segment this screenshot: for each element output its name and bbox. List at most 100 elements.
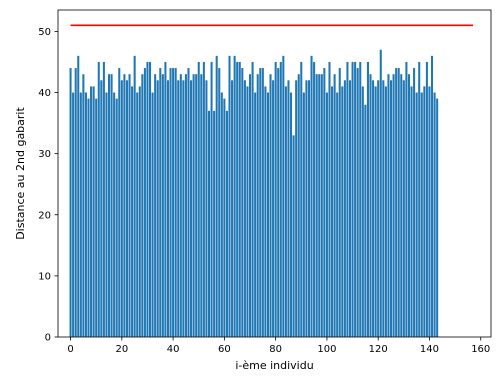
- bar: [313, 61, 316, 337]
- bar: [187, 68, 190, 337]
- bar: [384, 86, 387, 337]
- bar: [82, 74, 85, 338]
- bar: [225, 110, 228, 337]
- bar: [166, 80, 170, 337]
- bar: [159, 68, 162, 337]
- y-tick-label: 10: [38, 271, 51, 282]
- bar: [200, 74, 203, 338]
- bar: [413, 68, 416, 337]
- bar: [97, 61, 100, 337]
- bar: [177, 80, 180, 337]
- bar: [90, 86, 93, 337]
- bar: [364, 104, 367, 338]
- bar: [410, 86, 413, 337]
- bar: [246, 86, 249, 337]
- plot-frame: [57, 9, 492, 338]
- bars-group: [69, 49, 439, 338]
- bar: [151, 92, 154, 338]
- bar: [346, 61, 349, 337]
- bar: [307, 80, 311, 337]
- y-tick-label: 20: [38, 210, 51, 221]
- bar: [133, 55, 136, 337]
- bar: [261, 68, 264, 337]
- bar: [161, 74, 164, 338]
- bar: [254, 92, 257, 338]
- y-tick-label: 0: [45, 333, 51, 344]
- bar: [215, 55, 218, 337]
- bar: [297, 74, 300, 338]
- x-tick-label: 60: [218, 344, 231, 355]
- bar: [343, 80, 346, 337]
- bar: [131, 86, 134, 337]
- bar: [433, 92, 436, 338]
- bar: [338, 68, 341, 337]
- bar: [74, 68, 77, 337]
- bar: [259, 68, 262, 337]
- bar: [179, 74, 182, 338]
- bar: [207, 110, 211, 337]
- bar: [190, 80, 193, 337]
- bar: [282, 55, 285, 337]
- y-tick-label: 50: [38, 27, 51, 38]
- bar: [113, 92, 116, 338]
- bar: [374, 86, 377, 337]
- bar: [320, 74, 323, 338]
- bar: [182, 80, 185, 337]
- bar: [195, 74, 198, 338]
- bar: [174, 68, 177, 337]
- bar: [233, 55, 236, 337]
- bar: [359, 61, 362, 337]
- x-axis-label: i-ème individu: [235, 359, 313, 372]
- bar: [392, 74, 395, 338]
- bar: [287, 80, 290, 337]
- bar: [269, 74, 272, 338]
- bar: [118, 68, 121, 337]
- bar: [331, 86, 334, 337]
- bar: [402, 80, 405, 337]
- x-tick-label: 80: [269, 344, 282, 355]
- bar: [361, 86, 364, 337]
- bar: [279, 61, 282, 337]
- bar: [315, 74, 318, 338]
- bar: [220, 92, 223, 338]
- y-axis-ticks: 0 10 20 30 40 50: [38, 27, 58, 344]
- bar: [141, 74, 144, 338]
- bar: [243, 80, 246, 337]
- bar: [423, 86, 426, 337]
- bar: [305, 80, 308, 337]
- bar: [354, 61, 357, 337]
- bar: [369, 74, 372, 338]
- bar: [436, 98, 439, 338]
- bar: [143, 68, 146, 337]
- bar: [264, 86, 267, 337]
- bar: [348, 80, 352, 337]
- bar: [228, 55, 231, 337]
- x-tick-label: 0: [67, 344, 73, 355]
- bar: [387, 74, 390, 338]
- bar: [102, 61, 105, 337]
- bar: [366, 61, 369, 337]
- bar: [377, 80, 380, 337]
- bar: [397, 68, 400, 337]
- bar: [336, 92, 339, 338]
- x-tick-label: 140: [420, 344, 439, 355]
- x-tick-label: 120: [369, 344, 388, 355]
- bar: [333, 74, 336, 338]
- bar: [251, 61, 254, 337]
- bar: [328, 61, 331, 337]
- bar: [138, 86, 141, 337]
- bar: [300, 61, 303, 337]
- bar: [156, 80, 159, 337]
- bar: [351, 61, 354, 337]
- bar: [323, 68, 326, 337]
- bar: [272, 80, 275, 337]
- bar: [310, 55, 313, 337]
- bar: [128, 74, 131, 338]
- bar: [146, 61, 149, 337]
- bar: [284, 86, 287, 337]
- bar: [400, 74, 403, 338]
- bar: [95, 98, 98, 338]
- bar: [197, 61, 200, 337]
- y-axis-label: Distance au 2nd gabarit: [14, 107, 27, 240]
